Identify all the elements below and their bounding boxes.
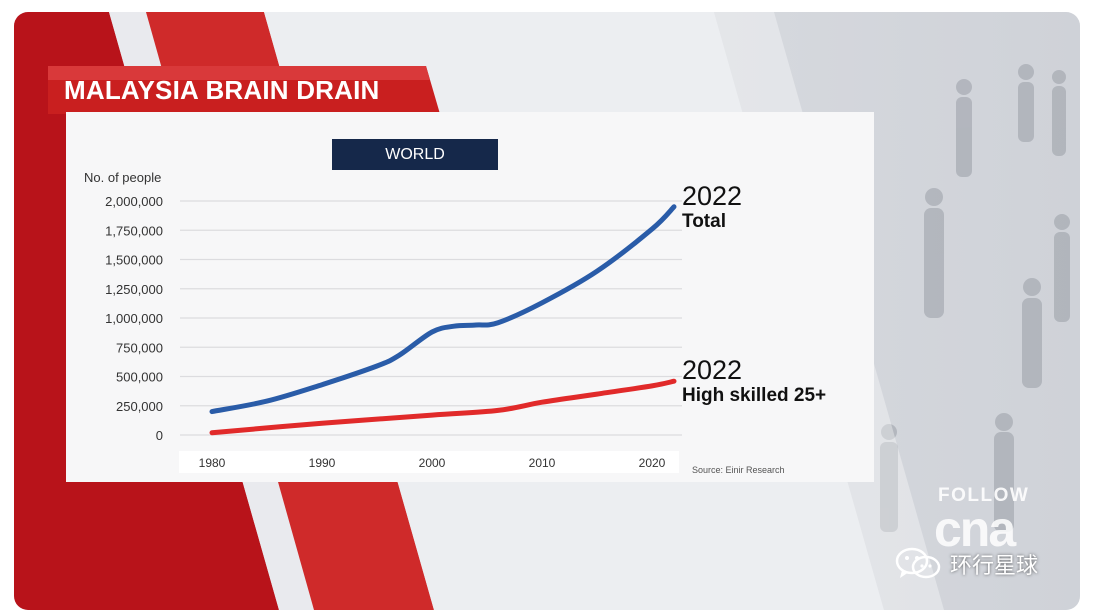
x-axis-band (179, 451, 679, 473)
cna-logo: cna (934, 501, 1016, 557)
follow-label: FOLLOW (938, 485, 1030, 506)
chart-panel (66, 112, 874, 482)
x-tick-label: 1990 (309, 456, 336, 470)
series-name-label: High skilled 25+ (682, 385, 826, 406)
x-tick-label: 2000 (419, 456, 446, 470)
y-tick-label: 0 (156, 428, 163, 443)
series-line-high-skilled (209, 378, 677, 436)
y-tick-label: 750,000 (116, 340, 163, 355)
series-line-total (209, 204, 677, 415)
title-banner (48, 66, 440, 114)
y-tick-label: 1,000,000 (105, 311, 163, 326)
page-title: MALAYSIA BRAIN DRAIN (64, 75, 380, 105)
x-tick-label: 2010 (529, 456, 556, 470)
screen-frame: MALAYSIA BRAIN DRAIN WORLD No. of people… (14, 12, 1080, 610)
line-chart: No. of people 0 250,000 500,000 750,000 1,000… (84, 170, 826, 475)
watermark: 环行星球 (892, 546, 1038, 582)
y-tick-label: 250,000 (116, 399, 163, 414)
region-label: WORLD (332, 139, 498, 170)
series-year-label: 2022 (682, 355, 742, 385)
watermark-text: 环行星球 (950, 554, 1039, 579)
x-tick-label: 2020 (639, 456, 666, 470)
x-tick-label: 1980 (199, 456, 226, 470)
y-tick-label: 1,250,000 (105, 282, 163, 297)
series-year-label: 2022 (682, 181, 742, 211)
source-note: Source: Einir Research (692, 465, 785, 475)
wechat-icon (895, 547, 941, 579)
y-tick-label: 500,000 (116, 370, 163, 385)
series-name-label: Total (682, 211, 726, 232)
y-tick-label: 1,500,000 (105, 253, 163, 268)
y-tick-label: 2,000,000 (105, 194, 163, 209)
y-tick-label: 1,750,000 (105, 223, 163, 238)
y-axis-label: No. of people (84, 170, 161, 185)
